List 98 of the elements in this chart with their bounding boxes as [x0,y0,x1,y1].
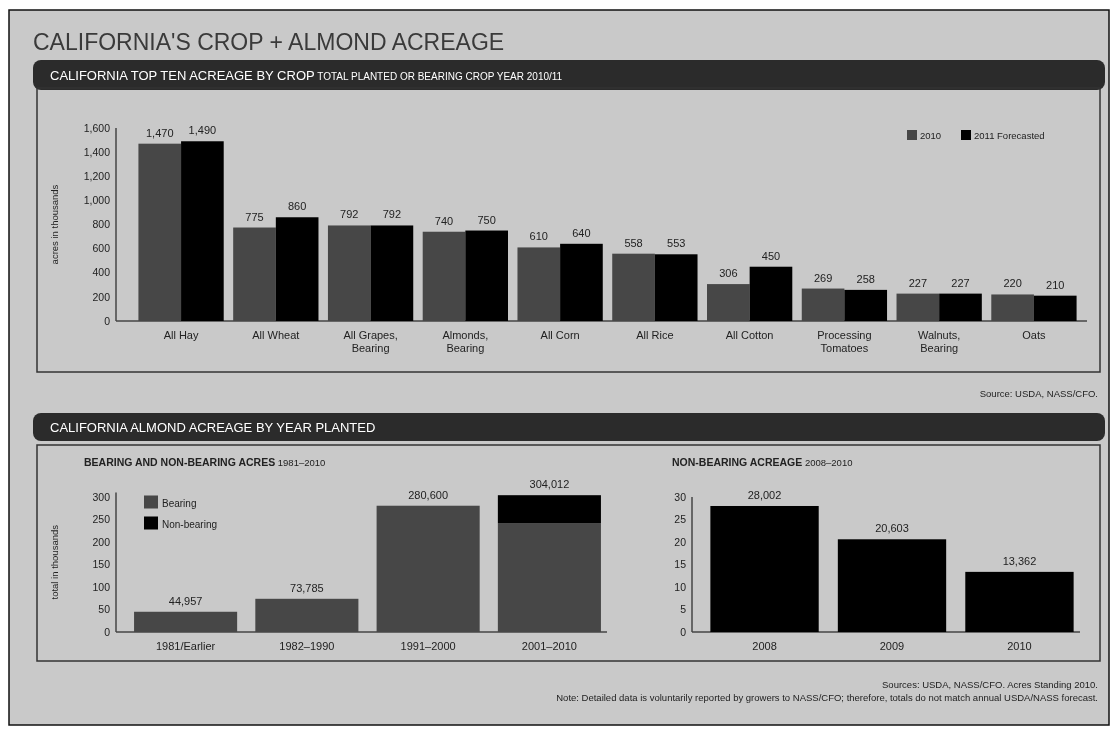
bar [465,230,508,321]
chart-title: CALIFORNIA TOP TEN ACREAGE BY CROP [50,68,315,83]
x-tick-label: 1982–1990 [279,640,335,652]
data-label: 740 [434,214,454,227]
bar [560,243,603,321]
x-tick-label: Walnuts, Bearing [917,329,961,354]
bar [654,254,698,321]
y-tick-label: 200 [92,535,111,548]
y-tick-label: 1,000 [83,194,111,207]
chart-title: NON-BEARING ACREAGE [672,456,803,468]
x-tick-label: Oats [1022,329,1047,341]
data-label: 860 [287,200,307,213]
y-tick-label: 800 [92,218,111,231]
x-tick-label: All Cotton [725,329,774,341]
bar [844,289,888,321]
text: CALIFORNIA ALMOND ACREAGE BY YEAR PLANTED [50,420,376,435]
x-tick-label: All Hay [163,329,199,341]
bar [1033,295,1077,321]
y-tick-label: 0 [104,314,111,327]
annotation: 20,603 [875,522,909,535]
bar [965,571,1074,632]
chart-subtitle: 2008–2010 [802,457,853,468]
data-label: 610 [529,230,548,243]
bar [181,141,224,321]
x-tick-label: 1981/Earlier [155,640,216,652]
source-note: Source: USDA, NASS/CFO. [979,388,1098,399]
y-tick-label: 5 [680,603,687,616]
text: Note: Detailed data is voluntarily reported by growers to NASS/CFO; therefore, totals do not match annual USDA/NASS forecast. [556,692,1098,703]
source-note: Sources: USDA, NASS/CFO. Acres Standing 2010. [882,679,1098,690]
y-tick-label: 400 [92,266,111,279]
data-label: 269 [813,271,833,284]
y-tick-label: 20 [674,535,687,548]
data-label: 1,470 [145,126,174,139]
data-label: 792 [382,208,402,221]
annotation: 28,002 [747,488,782,501]
y-tick-label: 100 [92,580,111,593]
y-axis-title: total in thousands [49,524,60,600]
annotation: 280,600 [408,488,449,501]
data-label: 1,490 [188,124,217,137]
y-tick-label: 25 [674,513,687,526]
legend-label: Bearing [162,497,197,509]
data-label: 450 [761,249,781,262]
data-label: 210 [1046,278,1065,291]
y-tick-label: 1,400 [83,145,111,158]
y-tick-label: 0 [680,625,687,638]
x-tick-label: All Rice [636,329,674,341]
legend-label: Non-bearing [162,518,218,530]
bar [275,217,319,321]
data-label: 558 [624,236,643,249]
bar [939,293,982,321]
x-tick-label: Processing Tomatoes [817,329,872,354]
data-label: 227 [908,276,928,289]
x-tick-label: All Wheat [252,329,300,341]
data-label: 258 [856,272,875,285]
y-tick-label: 15 [674,558,687,571]
text: CALIFORNIA'S CROP + ALMOND ACREAGE [33,29,505,55]
bar [710,505,819,632]
y-tick-label: 10 [674,580,687,593]
annotation: 304,012 [529,478,570,491]
annotation: 73,785 [290,581,324,594]
y-tick-label: 1,200 [83,169,111,182]
y-tick-label: 1,600 [83,121,111,134]
y-tick-label: 0 [104,625,111,638]
data-label: 306 [719,267,738,280]
chart-title: BEARING AND NON-BEARING ACRES [84,456,276,468]
data-label: 220 [1003,277,1022,290]
y-tick-label: 30 [674,490,687,503]
x-tick-label: 2001–2010 [521,640,577,652]
annotation: 44,957 [168,594,203,607]
data-label: 792 [340,208,359,221]
x-tick-label: All Corn [540,329,580,341]
x-tick-label: 1991–2000 [400,640,456,652]
x-tick-label: 2008 [752,640,777,652]
x-tick-label: 2010 [1007,640,1032,652]
x-tick-label: All Grapes, Bearing [343,329,398,354]
legend-label: 2011 Forecasted [974,130,1045,141]
data-label: 775 [245,210,264,223]
y-tick-label: 150 [92,558,111,571]
y-tick-label: 300 [92,490,111,503]
y-axis-title: acres in thousands [49,184,60,265]
annotation: 13,362 [1002,554,1037,567]
bar [497,495,601,524]
bar [370,225,414,321]
x-tick-label: Almonds, Bearing [442,329,489,354]
data-label: 750 [477,213,496,226]
x-tick-label: 2009 [879,640,905,652]
data-label: 640 [572,226,591,239]
bar [749,266,793,321]
y-tick-label: 250 [92,513,111,526]
data-label: 227 [951,276,970,289]
chart-subtitle: TOTAL PLANTED OR BEARING CROP YEAR 2010/11 [314,71,563,82]
data-label: 553 [667,237,686,250]
chart-subtitle: 1981–2010 [275,457,326,468]
y-tick-label: 50 [98,603,111,616]
y-tick-label: 600 [92,242,111,255]
legend-label: 2010 [920,130,942,141]
y-tick-label: 200 [92,290,111,303]
bar [837,539,947,632]
